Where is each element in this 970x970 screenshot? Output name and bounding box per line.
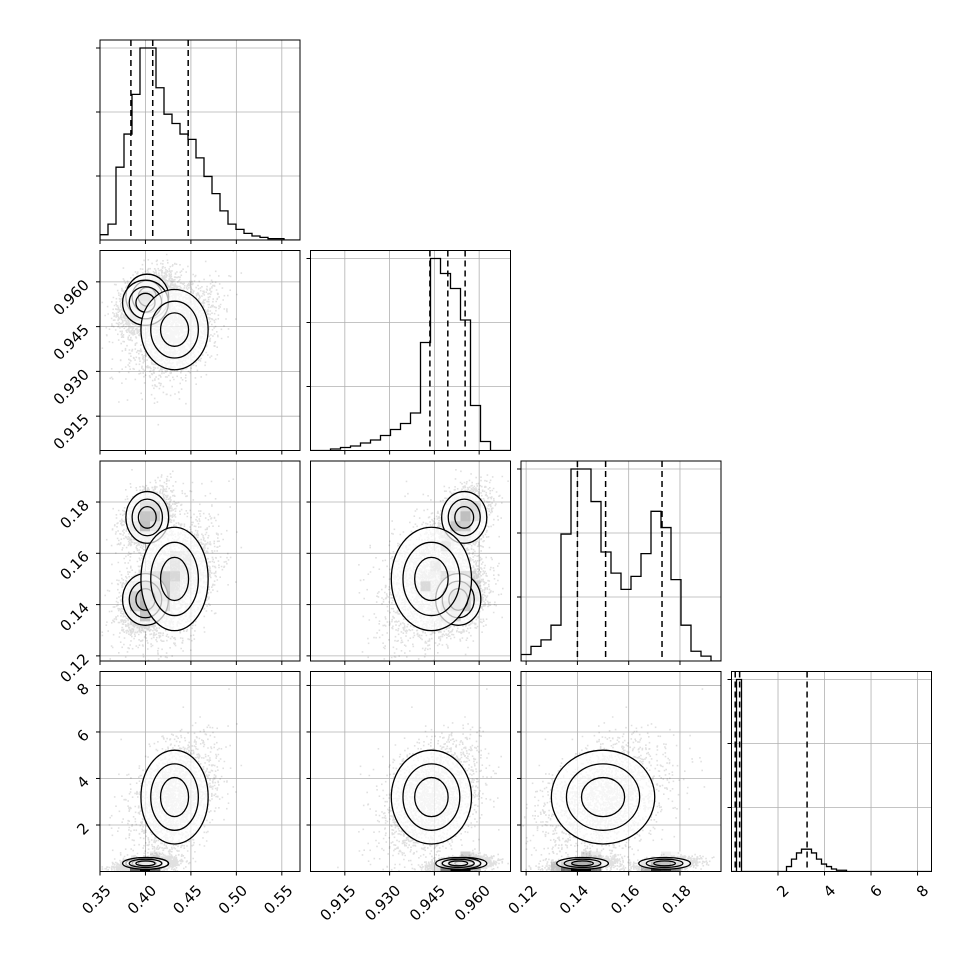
panel-frame bbox=[520, 460, 722, 662]
histogram-2 bbox=[521, 468, 721, 661]
panel-3-2: 0.12 0.14 0.16 0.18 bbox=[505, 671, 722, 918]
y-tick-label: 0.12 bbox=[56, 650, 92, 686]
density-cell bbox=[470, 851, 481, 862]
density-cell bbox=[581, 851, 592, 862]
panel-content bbox=[100, 40, 300, 240]
contour bbox=[448, 860, 469, 867]
panel-2-1 bbox=[306, 460, 511, 665]
x-tick-label: 6 bbox=[866, 882, 885, 901]
x-tick-label: 0.45 bbox=[169, 882, 205, 918]
histogram-3 bbox=[731, 678, 932, 872]
panel-0-0 bbox=[96, 39, 301, 244]
contour bbox=[131, 498, 164, 537]
panel-content bbox=[731, 671, 932, 872]
panel-frame bbox=[310, 671, 511, 872]
contour bbox=[159, 312, 190, 347]
panel-frame bbox=[99, 460, 301, 662]
density-cell bbox=[661, 851, 672, 862]
x-tick-label: 0.55 bbox=[260, 882, 296, 918]
contour bbox=[447, 498, 481, 537]
panel-content bbox=[521, 461, 721, 661]
contour bbox=[150, 541, 199, 617]
panel-content bbox=[100, 250, 300, 451]
contour bbox=[571, 860, 594, 867]
contour bbox=[441, 858, 475, 869]
density-cell bbox=[470, 571, 481, 582]
contour bbox=[159, 776, 190, 818]
panel-1-1 bbox=[306, 250, 511, 455]
panel-2-0: 0.12 0.14 0.16 0.18 bbox=[56, 460, 301, 686]
density-cell bbox=[130, 621, 141, 632]
y-tick-label: 4 bbox=[73, 773, 92, 792]
x-tick-label: 0.14 bbox=[556, 882, 592, 918]
contour bbox=[402, 763, 461, 831]
panel-2-2 bbox=[517, 460, 722, 665]
y-tick-label: 0.960 bbox=[50, 276, 93, 319]
contour bbox=[402, 541, 461, 617]
x-tick-label: 0.18 bbox=[658, 882, 694, 918]
contour bbox=[580, 776, 626, 818]
density-cell bbox=[140, 621, 151, 632]
contour bbox=[414, 556, 449, 602]
contour bbox=[454, 505, 475, 529]
x-tick-label: 0.16 bbox=[607, 882, 643, 918]
contour bbox=[653, 860, 677, 867]
contour bbox=[159, 556, 190, 602]
x-tick-label: 0.12 bbox=[505, 882, 541, 918]
y-tick-label: 0.915 bbox=[50, 410, 93, 453]
histogram-0 bbox=[100, 47, 300, 240]
y-tick-label: 0.18 bbox=[56, 496, 92, 532]
density-cell bbox=[551, 861, 562, 872]
panel-content bbox=[521, 671, 721, 872]
panel-3-1: 0.915 0.930 0.945 0.960 bbox=[306, 671, 511, 925]
density-cell bbox=[150, 851, 161, 862]
panel-content bbox=[310, 250, 511, 451]
y-tick-label: 6 bbox=[73, 726, 92, 745]
y-tick-label: 0.16 bbox=[56, 547, 92, 583]
x-tick-label: 0.50 bbox=[215, 882, 251, 918]
panel-frame bbox=[99, 39, 301, 241]
panel-content bbox=[100, 671, 300, 872]
contour bbox=[135, 860, 156, 867]
y-tick-label: 8 bbox=[73, 680, 92, 699]
contour bbox=[150, 763, 199, 831]
contour bbox=[128, 858, 163, 869]
x-tick-label: 4 bbox=[820, 882, 839, 901]
x-tick-label: 8 bbox=[913, 882, 932, 901]
density-cell bbox=[460, 851, 471, 862]
y-tick-label: 2 bbox=[73, 819, 92, 838]
x-tick-label: 0.35 bbox=[78, 882, 114, 918]
panel-3-0: 0.35 0.40 0.45 0.50 0.55 2 4 6 8 bbox=[73, 671, 301, 918]
contour bbox=[563, 858, 602, 869]
contour bbox=[137, 505, 157, 529]
y-tick-label: 0.14 bbox=[56, 599, 92, 635]
density-cell bbox=[671, 851, 682, 862]
panel-frame bbox=[731, 671, 932, 872]
histogram-1 bbox=[310, 257, 511, 451]
panel-frame bbox=[310, 460, 511, 662]
density-cell bbox=[591, 851, 602, 862]
y-tick-label: 0.945 bbox=[50, 321, 93, 364]
panel-frame bbox=[99, 671, 301, 872]
x-tick-label: 2 bbox=[773, 882, 792, 901]
contour bbox=[565, 763, 641, 831]
panel-content bbox=[310, 671, 511, 872]
contour bbox=[150, 300, 199, 359]
panel-content bbox=[310, 461, 511, 661]
panel-frame bbox=[99, 250, 301, 451]
contour bbox=[414, 776, 449, 818]
x-tick-label: 0.960 bbox=[451, 882, 494, 925]
panel-content bbox=[100, 461, 300, 661]
contour bbox=[645, 858, 684, 869]
panel-3-3: 2 4 6 8 bbox=[727, 671, 932, 901]
x-tick-label: 0.915 bbox=[316, 882, 359, 925]
y-tick-label: 0.930 bbox=[50, 365, 93, 408]
panel-frame bbox=[310, 250, 511, 451]
panel-frame bbox=[520, 671, 722, 872]
x-tick-label: 0.945 bbox=[406, 882, 449, 925]
x-tick-label: 0.40 bbox=[124, 882, 160, 918]
x-tick-label: 0.930 bbox=[361, 882, 404, 925]
